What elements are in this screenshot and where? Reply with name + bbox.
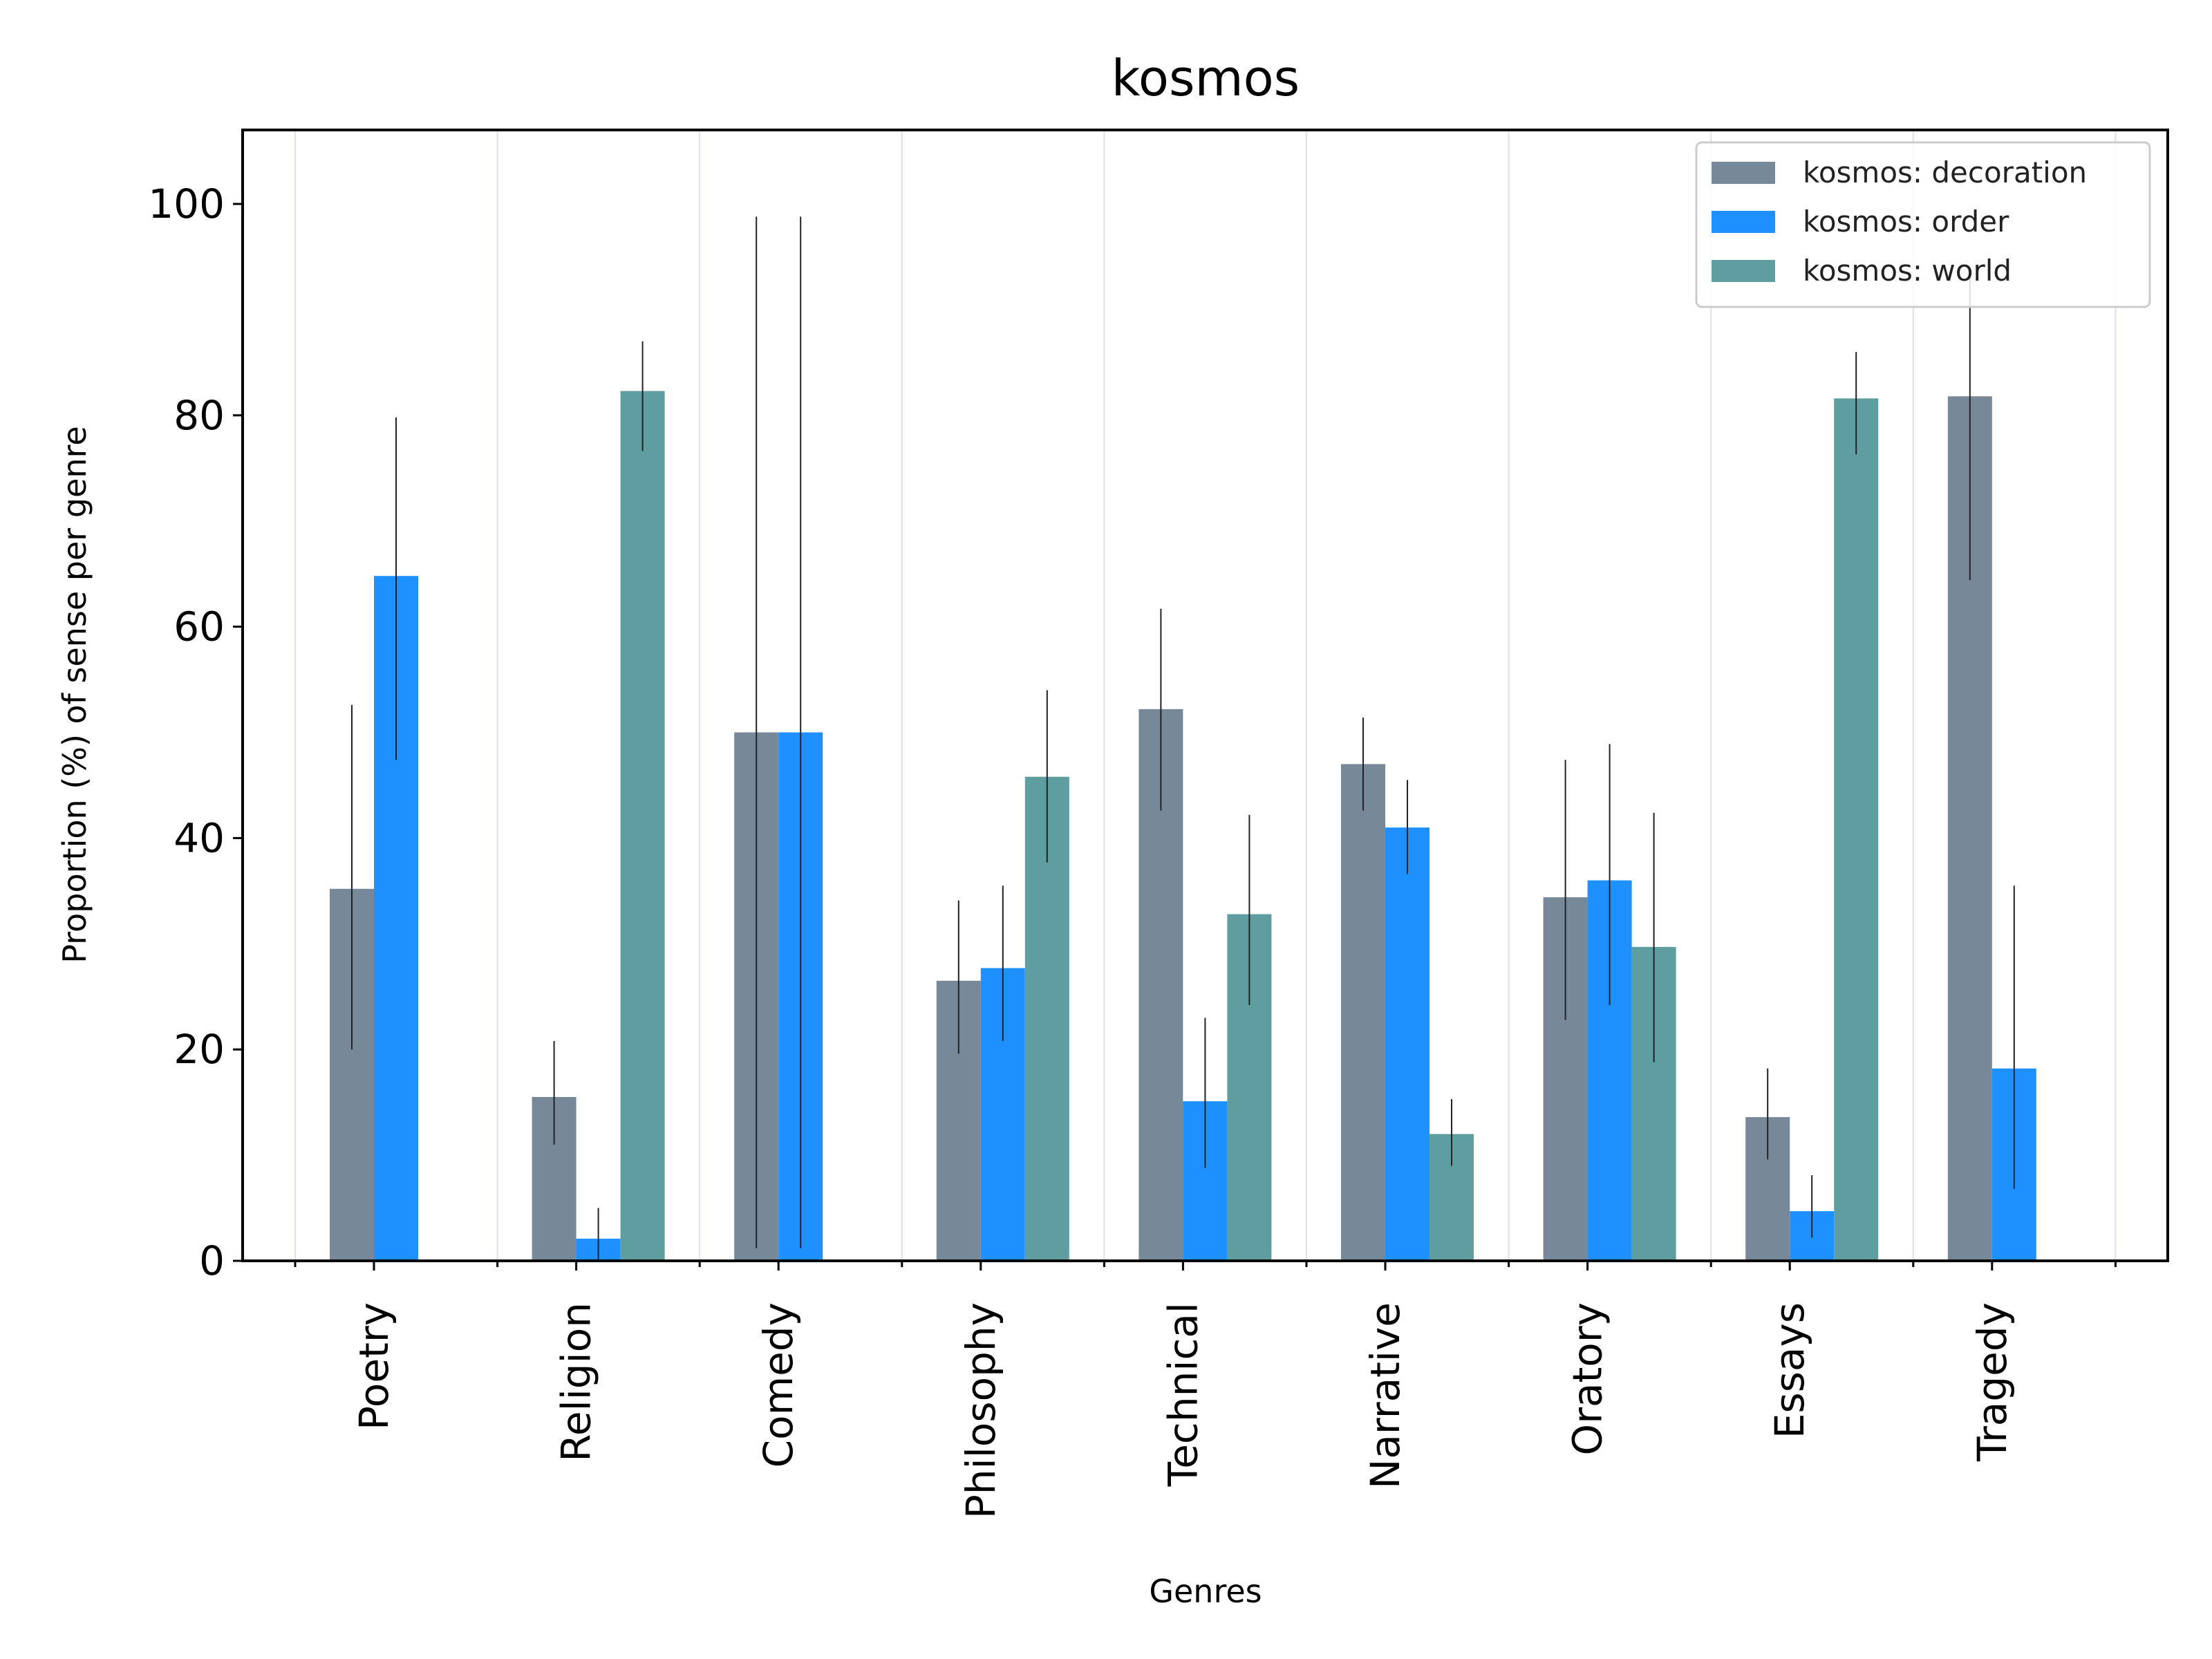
legend-swatch <box>1712 162 1775 184</box>
legend-label: kosmos: world <box>1803 254 2012 288</box>
axis-ticks: 0 20 40 60 80 100 Poetry Religion Comedy Philosop… <box>148 180 2117 1519</box>
y-tick-label: 40 <box>174 814 225 861</box>
plot-area-frame <box>241 129 2169 1262</box>
y-tick-label: 0 <box>199 1237 225 1284</box>
x-tick-label: Poetry <box>350 1302 397 1430</box>
bar-2-7 <box>1834 398 1879 1261</box>
legend-label: kosmos: order <box>1803 205 2009 238</box>
x-tick-label: Essays <box>1766 1302 1813 1438</box>
x-axis-label: Genres <box>1149 1573 1262 1610</box>
legend-label: kosmos: decoration <box>1803 156 2087 189</box>
y-axis-label: Proportion (%) of sense per genre <box>56 426 93 963</box>
legend-swatch <box>1712 211 1775 233</box>
error-bars <box>351 216 2015 1261</box>
bar-2-1 <box>620 391 665 1262</box>
x-tick-label: Religion <box>553 1302 600 1462</box>
x-tick-label: Philosophy <box>957 1302 1004 1519</box>
legend: kosmos: decoration kosmos: order kosmos: w… <box>1695 141 2151 308</box>
x-tick-label: Oratory <box>1564 1302 1611 1455</box>
legend-swatch <box>1712 260 1775 282</box>
x-tick-label: Tragedy <box>1969 1302 2016 1462</box>
bar-0-5 <box>1341 764 1385 1261</box>
chart-title: kosmos <box>1112 49 1300 107</box>
bar-1-5 <box>1385 827 1430 1261</box>
bars <box>330 391 2036 1262</box>
y-tick-label: 20 <box>174 1026 225 1073</box>
grid-lines <box>294 130 2117 1261</box>
x-tick-label: Narrative <box>1362 1302 1409 1489</box>
y-tick-label: 60 <box>174 603 225 650</box>
x-tick-label: Technical <box>1159 1302 1206 1487</box>
y-tick-label: 100 <box>148 180 225 227</box>
x-tick-label: Comedy <box>755 1302 802 1468</box>
legend-box <box>1695 141 2151 308</box>
y-tick-label: 80 <box>174 392 225 439</box>
